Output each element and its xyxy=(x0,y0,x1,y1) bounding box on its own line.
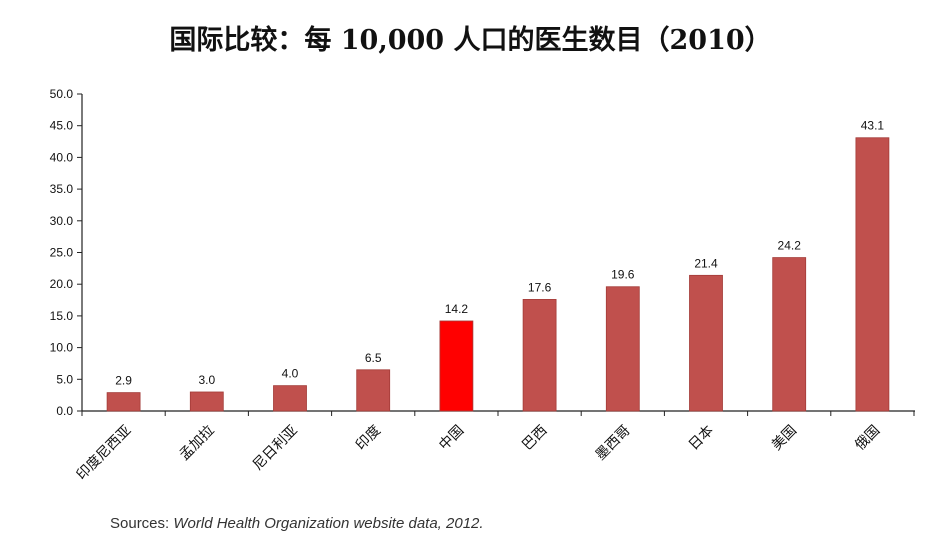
x-tick-label: 印度尼西亚 xyxy=(74,423,135,484)
data-label: 2.9 xyxy=(115,374,132,388)
data-label: 14.2 xyxy=(445,302,469,316)
chart-title: 国际比较：每 10,000 人口的医生数目（2010） xyxy=(169,25,772,56)
x-tick-label: 中国 xyxy=(436,423,467,454)
y-tick-label: 10.0 xyxy=(50,341,74,355)
y-tick-label: 50.0 xyxy=(50,87,74,101)
bar xyxy=(522,299,557,412)
x-tick-label: 巴西 xyxy=(519,423,550,454)
data-label: 21.4 xyxy=(694,256,718,270)
bar xyxy=(356,369,391,412)
data-label: 17.6 xyxy=(528,280,552,294)
bar xyxy=(772,257,807,412)
y-tick-label: 20.0 xyxy=(50,277,74,291)
source-prefix: Sources: xyxy=(110,515,174,532)
bar xyxy=(439,320,474,412)
bar xyxy=(855,137,890,412)
x-tick-label: 尼日利亚 xyxy=(250,423,301,474)
y-tick-label: 35.0 xyxy=(50,182,74,196)
bar xyxy=(273,385,307,412)
labels: 2.9 印度尼西亚 3.0 孟加拉 4.0 尼日利亚 6.5 印度 14.2 中国 17.6 巴西 19… xyxy=(74,119,885,484)
x-tick-label: 墨西哥 xyxy=(593,423,634,464)
source-citation: World Health Organization website data, … xyxy=(173,515,484,532)
bar xyxy=(689,274,723,412)
data-label: 19.6 xyxy=(611,268,635,282)
x-tick-label: 日本 xyxy=(686,423,717,454)
data-label: 3.0 xyxy=(198,373,215,387)
data-label: 43.1 xyxy=(861,119,885,133)
y-tick-label: 5.0 xyxy=(56,372,73,386)
data-label: 6.5 xyxy=(365,351,382,365)
y-tick-label: 30.0 xyxy=(50,214,74,228)
y-tick-label: 0.0 xyxy=(56,404,73,418)
bar xyxy=(106,392,141,412)
x-tick-label: 俄国 xyxy=(852,423,883,454)
y-tick-label: 25.0 xyxy=(50,246,74,260)
y-tick-label: 15.0 xyxy=(50,309,74,323)
axes: 0.0 5.0 10.0 15.0 20.0 25.0 30.0 35.0 40.0 45.0 50… xyxy=(50,87,915,418)
data-label: 24.2 xyxy=(778,239,802,253)
y-tick-label: 45.0 xyxy=(50,119,74,133)
x-tick-label: 孟加拉 xyxy=(177,423,218,464)
bars xyxy=(106,137,890,412)
data-label: 4.0 xyxy=(282,367,299,381)
source-note: Sources: World Health Organization websi… xyxy=(110,515,484,532)
bar xyxy=(605,286,640,412)
x-tick-label: 印度 xyxy=(353,423,384,454)
x-tick-label: 美国 xyxy=(769,423,800,454)
bar xyxy=(189,391,224,412)
y-tick-label: 40.0 xyxy=(50,150,74,164)
